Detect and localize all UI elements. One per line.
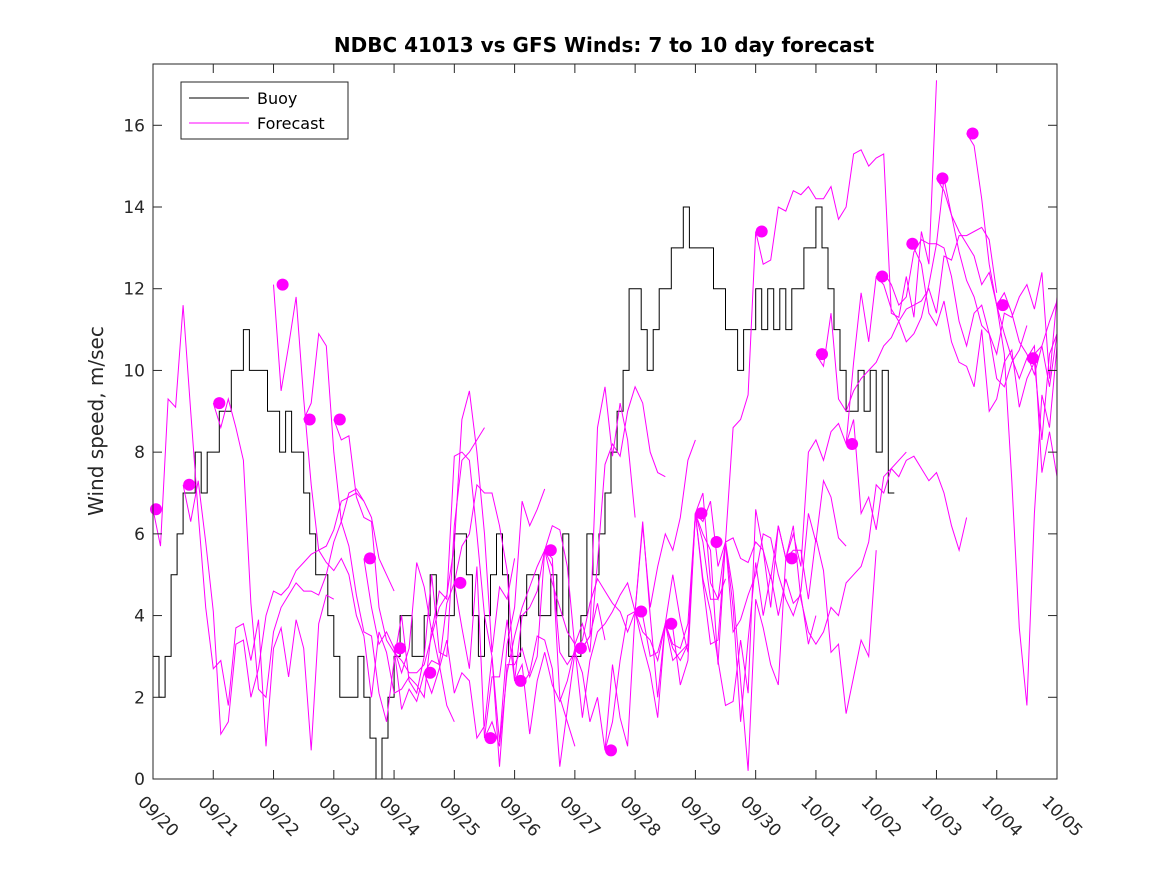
plot-frame bbox=[152, 63, 1058, 780]
y-tick-label-8: 8 bbox=[134, 443, 145, 463]
forecast-marker-6 bbox=[333, 413, 346, 426]
forecast-marker-10 bbox=[454, 576, 467, 589]
forecast-line-2 bbox=[182, 480, 365, 736]
forecast-marker-22 bbox=[816, 348, 828, 361]
forecast-line-3 bbox=[212, 397, 395, 699]
forecast-marker-23 bbox=[846, 438, 859, 450]
x-tick-label-15: 10/05 bbox=[1037, 792, 1086, 841]
legend: Buoy Forecast bbox=[180, 81, 349, 140]
x-tick-label-13: 10/03 bbox=[917, 792, 966, 841]
forecast-marker-26 bbox=[936, 172, 949, 185]
forecast-marker-7 bbox=[364, 552, 376, 565]
forecast-marker-29 bbox=[1026, 352, 1039, 365]
legend-label-buoy: Buoy bbox=[257, 89, 297, 108]
y-tick-label-6: 6 bbox=[134, 525, 145, 545]
x-tick-label-14: 10/04 bbox=[977, 792, 1026, 841]
y-tick-label-12: 12 bbox=[123, 280, 145, 300]
forecast-line-12 bbox=[514, 439, 696, 767]
forecast-marker-2 bbox=[183, 478, 196, 491]
x-tick-label-6: 09/26 bbox=[495, 792, 544, 841]
x-tick-label-7: 09/27 bbox=[555, 792, 604, 841]
x-tick-label-2: 09/22 bbox=[254, 792, 303, 841]
forecast-marker-21 bbox=[785, 552, 798, 565]
forecast-marker-11 bbox=[484, 732, 497, 745]
forecast-marker-19 bbox=[710, 536, 723, 548]
y-tick-label-4: 4 bbox=[134, 607, 145, 627]
forecast-marker-28 bbox=[996, 299, 1009, 312]
forecast-marker-27 bbox=[966, 127, 979, 140]
forecast-marker-18 bbox=[695, 507, 708, 520]
forecast-marker-17 bbox=[665, 617, 678, 630]
forecast-marker-12 bbox=[514, 674, 527, 687]
x-tick-label-1: 09/21 bbox=[194, 792, 243, 841]
forecast-line-5 bbox=[303, 332, 485, 722]
y-axis: 0 2 4 6 8 10 12 14 16 bbox=[123, 116, 1057, 790]
forecast-line-20 bbox=[755, 80, 937, 319]
y-tick-label-0: 0 bbox=[134, 770, 145, 790]
forecast-marker-20 bbox=[755, 225, 768, 238]
forecast-marker-16 bbox=[635, 605, 648, 618]
x-tick-label-4: 09/24 bbox=[375, 792, 424, 841]
forecast-line-6 bbox=[333, 390, 516, 674]
y-tick-label-2: 2 bbox=[134, 688, 145, 708]
forecast-marker-8 bbox=[394, 642, 407, 655]
forecast-marker-24 bbox=[876, 270, 889, 283]
y-axis-label: Wind speed, m/sec bbox=[84, 326, 108, 516]
x-tick-label-10: 09/30 bbox=[736, 792, 785, 841]
forecast-line-21 bbox=[785, 419, 968, 567]
legend-box bbox=[180, 81, 349, 140]
x-tick-label-11: 10/01 bbox=[796, 792, 845, 841]
forecast-marker-13 bbox=[544, 544, 557, 557]
forecast-marker-5 bbox=[303, 413, 316, 426]
forecast-line-19 bbox=[725, 451, 907, 646]
chart-title: NDBC 41013 vs GFS Winds: 7 to 10 day for… bbox=[334, 33, 875, 57]
x-tick-label-9: 09/29 bbox=[676, 792, 725, 841]
x-tick-label-5: 09/25 bbox=[435, 792, 484, 841]
plot-area bbox=[153, 64, 1057, 779]
forecast-marker-1 bbox=[150, 503, 162, 516]
forecast-line-24 bbox=[875, 178, 1058, 379]
forecast-marker-9 bbox=[424, 666, 437, 679]
x-tick-label-12: 10/02 bbox=[857, 792, 906, 841]
forecast-marker-25 bbox=[906, 237, 919, 250]
forecast-marker-14 bbox=[574, 642, 587, 655]
forecast-line-1 bbox=[152, 305, 335, 751]
forecast-marker-15 bbox=[605, 744, 617, 757]
x-tick-label-8: 09/28 bbox=[616, 792, 665, 841]
forecast-line-11 bbox=[484, 385, 666, 747]
y-tick-label-14: 14 bbox=[123, 198, 145, 218]
y-tick-label-10: 10 bbox=[123, 361, 145, 381]
y-tick-label-16: 16 bbox=[123, 116, 145, 136]
forecast-line-22 bbox=[815, 226, 998, 413]
forecast-marker-3 bbox=[213, 397, 226, 410]
forecast-line-27 bbox=[966, 133, 1058, 706]
forecast-marker-4 bbox=[276, 278, 289, 291]
x-tick-label-0: 09/20 bbox=[133, 792, 182, 841]
legend-label-forecast: Forecast bbox=[257, 114, 325, 133]
forecast-line-4 bbox=[273, 284, 455, 723]
x-tick-label-3: 09/23 bbox=[314, 792, 363, 841]
